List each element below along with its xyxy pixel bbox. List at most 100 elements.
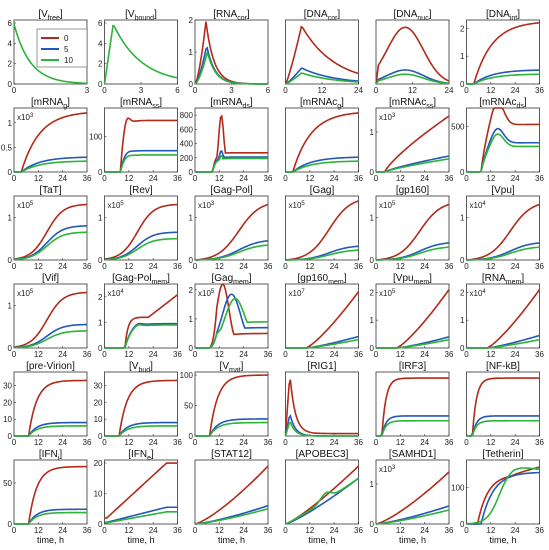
subplot: [mRNAds] 0 12 24 36 0 200 400 600 800 — [180, 97, 273, 183]
x-tick-label: 36 — [264, 526, 273, 535]
series-line-0 — [466, 21, 540, 85]
series-line-5 — [375, 69, 450, 85]
y-tick-label: 50 — [3, 479, 12, 488]
x-tick-label: 0 — [374, 526, 379, 535]
x-tick-label: 12 — [396, 438, 405, 447]
x-tick-label: 0 — [374, 350, 379, 359]
series-line-10 — [13, 330, 88, 349]
x-tick-label: 0 — [193, 350, 198, 359]
y-tick-label: 2 — [8, 60, 13, 69]
x-tick-label: 24 — [58, 526, 67, 535]
x-tick-label: 36 — [535, 174, 544, 183]
series-line-10 — [466, 467, 540, 525]
subplot: [APOBEC3] 0 12 24 36 time, h — [283, 449, 363, 545]
plot-frame — [375, 283, 450, 349]
subplot-title: [Vfree] — [38, 9, 63, 22]
y-tick-label: 100 — [180, 371, 194, 380]
x-tick-label: 6 — [266, 86, 271, 95]
series-line-10 — [194, 244, 269, 261]
x-tick-label: 3 — [85, 86, 90, 95]
x-tick-label: 12 — [486, 174, 495, 183]
x-tick-label: 24 — [420, 262, 429, 271]
series-line-0 — [194, 203, 269, 261]
x-tick-label: 36 — [445, 438, 454, 447]
y-tick-label: 1 — [370, 213, 375, 222]
x-tick-label: 36 — [83, 262, 92, 271]
x-tick-label: 0 — [464, 350, 469, 359]
y-tick-label: 20 — [94, 398, 103, 407]
y-tick-label: 500 — [451, 122, 465, 131]
y-multiplier: x103 — [17, 113, 34, 122]
y-multiplier: x105 — [289, 201, 306, 210]
x-tick-label: 0 — [193, 262, 198, 271]
x-tick-label: 24 — [149, 262, 158, 271]
x-axis-label: time, h — [308, 535, 335, 545]
y-tick-label: 0 — [98, 432, 103, 441]
series-line-10 — [14, 160, 88, 173]
y-tick-label: 1 — [8, 301, 13, 310]
legend-label: 10 — [64, 56, 73, 65]
x-tick-label: 36 — [83, 174, 92, 183]
subplot: [Vpu] 0 12 24 36 0 1 x104 — [460, 185, 544, 271]
x-tick-label: 0 — [102, 438, 107, 447]
subplot: [mRNAss] 0 12 24 36 0 100 — [89, 97, 182, 183]
x-tick-label: 0 — [464, 526, 469, 535]
y-multiplier: x104 — [470, 201, 487, 210]
y-tick-label: 2 — [370, 288, 375, 297]
y-tick-label: 30 — [94, 381, 103, 390]
x-tick-label: 24 — [330, 526, 339, 535]
y-tick-label: 0 — [189, 168, 194, 177]
x-tick-label: 12 — [305, 438, 314, 447]
x-tick-label: 24 — [511, 174, 520, 183]
y-tick-label: 200 — [180, 154, 194, 163]
subplot: [RIG1] 0 12 24 36 — [283, 361, 363, 447]
series-line-10 — [195, 421, 268, 437]
y-tick-label: 50 — [184, 402, 193, 411]
x-tick-label: 24 — [445, 86, 454, 95]
series-line-0 — [466, 466, 540, 525]
x-tick-label: 24 — [330, 350, 339, 359]
y-tick-label: 2 — [460, 288, 465, 297]
x-tick-label: 24 — [58, 438, 67, 447]
x-tick-label: 24 — [420, 174, 429, 183]
y-tick-label: 1 — [370, 128, 375, 137]
y-tick-label: 4 — [8, 39, 13, 48]
series-line-0 — [375, 471, 450, 525]
plot-frame — [285, 459, 359, 525]
x-tick-label: 36 — [535, 350, 544, 359]
series-line-10 — [103, 24, 178, 85]
x-tick-label: 12 — [34, 174, 43, 183]
y-tick-label: 2 — [189, 16, 194, 25]
series-line-0 — [466, 203, 540, 261]
x-tick-label: 12 — [396, 174, 405, 183]
x-tick-label: 36 — [173, 262, 182, 271]
subplot: [pre-Virion] 0 12 24 36 0 10 20 30 — [3, 361, 92, 447]
y-tick-label: 1 — [370, 480, 375, 489]
x-tick-label: 0 — [12, 438, 17, 447]
x-tick-label: 36 — [173, 350, 182, 359]
x-tick-label: 12 — [124, 526, 133, 535]
y-multiplier: x103 — [379, 465, 396, 474]
x-tick-label: 12 — [34, 526, 43, 535]
subplot: [DNAnuc] 0 12 24 — [374, 9, 454, 95]
series-line-10 — [376, 419, 449, 437]
series-line-0 — [375, 203, 450, 261]
x-tick-label: 0 — [283, 526, 288, 535]
x-tick-label: 36 — [83, 350, 92, 359]
series-line-5 — [466, 69, 540, 85]
series-line-0 — [14, 112, 88, 173]
series-line-0 — [104, 462, 178, 519]
subplot-title: [Vif] — [42, 273, 59, 284]
subplot-title: [RNAmem] — [482, 273, 524, 286]
series-line-5 — [466, 471, 540, 525]
x-tick-label: 24 — [330, 262, 339, 271]
x-tick-label: 24 — [420, 526, 429, 535]
plot-frame — [104, 283, 178, 349]
x-tick-label: 12 — [215, 526, 224, 535]
subplot: [gp160] 0 12 24 36 0 1 x105 — [370, 185, 454, 271]
y-tick-label: 0 — [370, 344, 375, 353]
x-tick-label: 12 — [305, 174, 314, 183]
x-tick-label: 0 — [464, 174, 469, 183]
y-tick-label: 0 — [370, 520, 375, 529]
